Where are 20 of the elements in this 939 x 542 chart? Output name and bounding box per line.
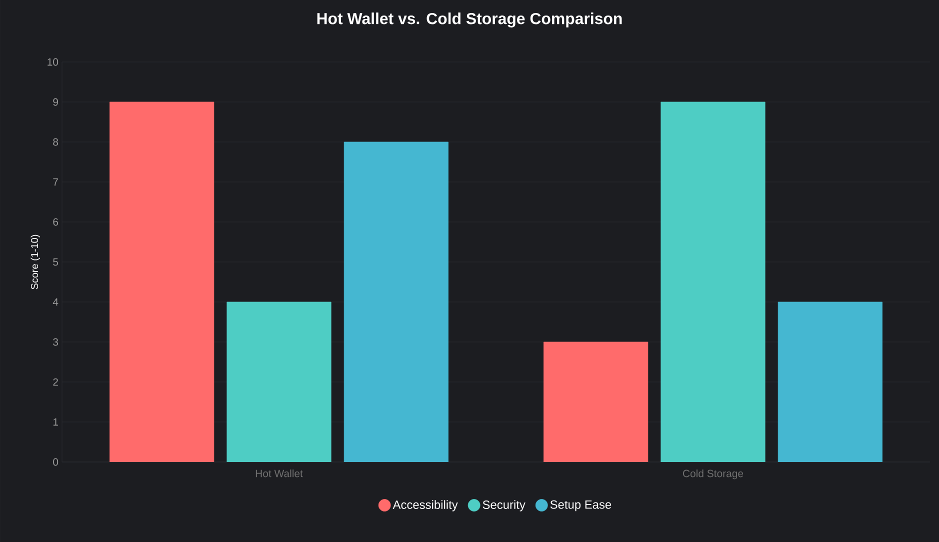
y-tick-label: 10 xyxy=(48,58,58,66)
bar xyxy=(660,102,766,462)
legend-label: Security xyxy=(482,500,526,512)
y-tick-label: 2 xyxy=(53,378,58,386)
y-tick-label: 6 xyxy=(53,218,58,226)
legend-label: Setup Ease xyxy=(550,500,612,512)
x-tick-label: Cold Storage xyxy=(683,470,744,480)
y-tick-label: 7 xyxy=(53,178,58,186)
legend-label: Accessibility xyxy=(392,500,458,512)
y-tick-label: 9 xyxy=(53,98,58,106)
y-tick-label: 8 xyxy=(53,138,58,146)
y-tick-label: 5 xyxy=(53,258,58,266)
chart-title: Hot Wallet vs. Cold Storage Comparison xyxy=(317,12,622,28)
y-tick-label: 4 xyxy=(52,298,58,306)
y-axis-title: Score (1-10) xyxy=(30,234,40,290)
y-tick-label: 0 xyxy=(53,458,58,466)
x-tick-label: Hot Wallet xyxy=(256,470,303,478)
y-tick-label: 1 xyxy=(53,418,58,426)
y-tick-label: 3 xyxy=(53,338,58,346)
bar xyxy=(226,302,332,462)
